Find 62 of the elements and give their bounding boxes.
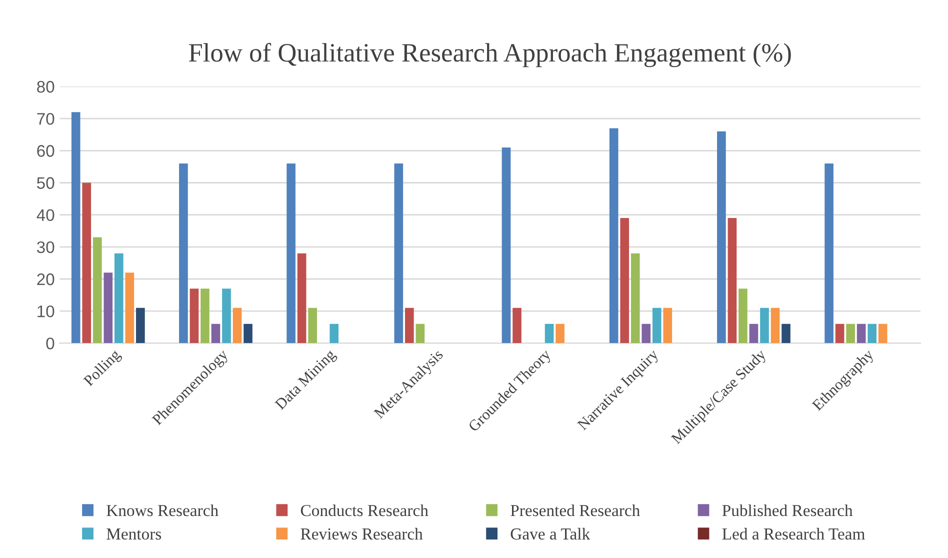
bar [630, 253, 640, 344]
y-tick-label: 20 [37, 273, 54, 286]
bar [200, 288, 210, 344]
bar [717, 131, 726, 344]
bar [652, 308, 662, 344]
y-tick-label: 80 [37, 80, 54, 93]
bar [502, 147, 511, 344]
bar [244, 324, 252, 344]
bar [835, 324, 844, 344]
bar [211, 324, 220, 344]
bar [136, 308, 145, 344]
y-tick-label: 70 [37, 112, 54, 125]
bar [405, 308, 414, 344]
bar [104, 272, 113, 344]
bar [642, 324, 651, 344]
bar [71, 112, 80, 344]
bar [846, 324, 855, 344]
legend-label: Reviews Research [300, 528, 423, 540]
bar [544, 324, 554, 344]
bar [286, 163, 296, 344]
y-tick-label: 50 [36, 177, 54, 189]
legend-label: Presented Research [510, 504, 640, 516]
bar [760, 308, 769, 344]
bar [512, 308, 522, 344]
chart-title: Flow of Qualitative Research Approach Engagement (%) [188, 42, 791, 68]
bar [868, 324, 876, 344]
bar [738, 288, 748, 344]
y-tick-label: 10 [38, 305, 54, 318]
bar [770, 308, 780, 344]
bar [232, 308, 242, 344]
bar [609, 128, 618, 344]
bar [125, 272, 134, 344]
y-tick-label: 0 [46, 338, 54, 350]
legend-label: Led a Research Team [722, 528, 865, 540]
bar [416, 324, 425, 344]
y-tick-label: 60 [37, 145, 54, 157]
bar [330, 324, 339, 344]
legend-label: Mentors [106, 528, 162, 540]
bar [179, 163, 188, 344]
bar [556, 324, 564, 344]
legend-label: Knows Research [106, 504, 218, 516]
bar [620, 218, 630, 344]
legend-label: Published Research [722, 504, 853, 516]
y-tick-label: 40 [36, 209, 54, 222]
bar [878, 324, 888, 344]
bar [782, 324, 790, 344]
legend-label: Gave a Talk [510, 528, 590, 540]
bar [114, 253, 124, 344]
bar [856, 324, 866, 344]
bar [749, 324, 758, 344]
bar [222, 288, 231, 344]
legend-label: Conducts Research [300, 504, 428, 516]
bar [824, 163, 834, 344]
bar [92, 237, 102, 344]
y-tick-label: 30 [36, 241, 54, 254]
bar [297, 253, 306, 344]
bar [82, 182, 92, 344]
bar [190, 288, 199, 344]
bar [308, 308, 317, 344]
bar [663, 308, 672, 344]
bar [394, 163, 404, 344]
bar [728, 218, 737, 344]
